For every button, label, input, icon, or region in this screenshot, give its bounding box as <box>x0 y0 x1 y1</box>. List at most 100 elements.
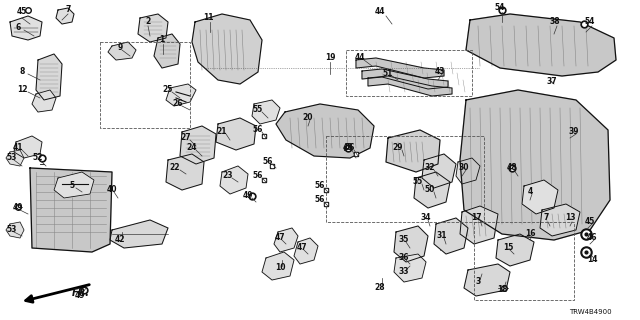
Text: 17: 17 <box>470 213 481 222</box>
Text: 36: 36 <box>399 253 409 262</box>
Polygon shape <box>394 254 426 282</box>
Polygon shape <box>422 154 456 188</box>
Polygon shape <box>216 118 256 150</box>
Polygon shape <box>394 226 428 262</box>
Text: 11: 11 <box>203 13 213 22</box>
Polygon shape <box>294 238 318 264</box>
Text: 56: 56 <box>345 143 355 153</box>
Text: 41: 41 <box>13 143 23 153</box>
Polygon shape <box>540 204 580 236</box>
Text: 50: 50 <box>425 186 435 195</box>
Polygon shape <box>466 14 616 76</box>
Bar <box>174 178 188 186</box>
Polygon shape <box>192 14 262 84</box>
Polygon shape <box>14 136 42 158</box>
Bar <box>346 50 472 96</box>
Text: 16: 16 <box>525 229 535 238</box>
Text: 49: 49 <box>13 204 23 212</box>
Text: 39: 39 <box>569 127 579 137</box>
Bar <box>100 42 190 128</box>
Text: 7: 7 <box>65 5 70 14</box>
Polygon shape <box>460 90 610 240</box>
Polygon shape <box>276 104 374 158</box>
Polygon shape <box>368 76 452 96</box>
Bar <box>428 176 440 184</box>
Text: 49: 49 <box>243 191 253 201</box>
Polygon shape <box>386 130 440 172</box>
Text: 9: 9 <box>117 44 123 52</box>
Text: 47: 47 <box>275 234 285 243</box>
Polygon shape <box>362 69 448 89</box>
Text: 24: 24 <box>187 143 197 153</box>
Text: 12: 12 <box>17 85 28 94</box>
Text: 23: 23 <box>223 172 233 180</box>
Polygon shape <box>414 172 450 208</box>
Bar <box>440 228 456 238</box>
Polygon shape <box>522 180 558 214</box>
Text: 31: 31 <box>436 231 447 241</box>
Polygon shape <box>166 154 204 190</box>
Bar <box>174 164 188 174</box>
Text: 13: 13 <box>564 213 575 222</box>
Text: 33: 33 <box>399 268 409 276</box>
Bar <box>428 164 440 172</box>
Polygon shape <box>356 58 444 78</box>
Text: 42: 42 <box>115 236 125 244</box>
Text: 32: 32 <box>425 164 435 172</box>
Text: 19: 19 <box>324 53 335 62</box>
Polygon shape <box>220 166 248 194</box>
Text: 25: 25 <box>163 85 173 94</box>
Polygon shape <box>434 218 468 254</box>
Polygon shape <box>138 14 168 42</box>
Text: 3: 3 <box>476 277 481 286</box>
Text: 21: 21 <box>217 127 227 137</box>
Polygon shape <box>464 264 510 296</box>
Polygon shape <box>10 16 42 40</box>
Bar <box>326 136 484 222</box>
Polygon shape <box>262 252 294 280</box>
Text: 6: 6 <box>15 23 20 33</box>
Bar <box>474 222 574 300</box>
Text: 48: 48 <box>342 143 353 153</box>
Polygon shape <box>154 34 180 68</box>
Polygon shape <box>166 84 196 106</box>
Circle shape <box>223 41 233 51</box>
Polygon shape <box>36 54 62 100</box>
Text: 27: 27 <box>180 133 191 142</box>
Text: 56: 56 <box>253 172 263 180</box>
Polygon shape <box>460 206 498 244</box>
Polygon shape <box>274 228 298 252</box>
Text: 22: 22 <box>170 164 180 172</box>
Bar <box>504 244 518 254</box>
Text: 38: 38 <box>550 18 560 27</box>
Text: 8: 8 <box>19 68 25 76</box>
Polygon shape <box>456 158 480 184</box>
Text: 35: 35 <box>399 236 409 244</box>
Bar <box>486 130 526 160</box>
Polygon shape <box>110 220 168 248</box>
Text: 56: 56 <box>315 196 325 204</box>
Text: 44: 44 <box>375 7 385 17</box>
Text: 30: 30 <box>459 164 469 172</box>
Text: 53: 53 <box>7 226 17 235</box>
Text: 45: 45 <box>17 7 27 17</box>
Text: 43: 43 <box>435 68 445 76</box>
Polygon shape <box>6 222 24 238</box>
Text: TRW4B4900: TRW4B4900 <box>569 309 611 315</box>
Polygon shape <box>496 234 534 266</box>
Text: 55: 55 <box>413 178 423 187</box>
Text: 53: 53 <box>7 154 17 163</box>
Text: 45: 45 <box>585 218 595 227</box>
Text: 4: 4 <box>527 188 532 196</box>
Text: 14: 14 <box>587 255 597 265</box>
Text: 37: 37 <box>547 77 557 86</box>
Text: 56: 56 <box>263 157 273 166</box>
Text: 29: 29 <box>393 143 403 153</box>
Text: 46: 46 <box>587 234 597 243</box>
Polygon shape <box>54 172 94 198</box>
Polygon shape <box>6 150 24 166</box>
Text: 54: 54 <box>585 18 595 27</box>
Text: FR.: FR. <box>72 288 90 298</box>
Text: 56: 56 <box>315 181 325 190</box>
Text: 5: 5 <box>69 181 75 190</box>
